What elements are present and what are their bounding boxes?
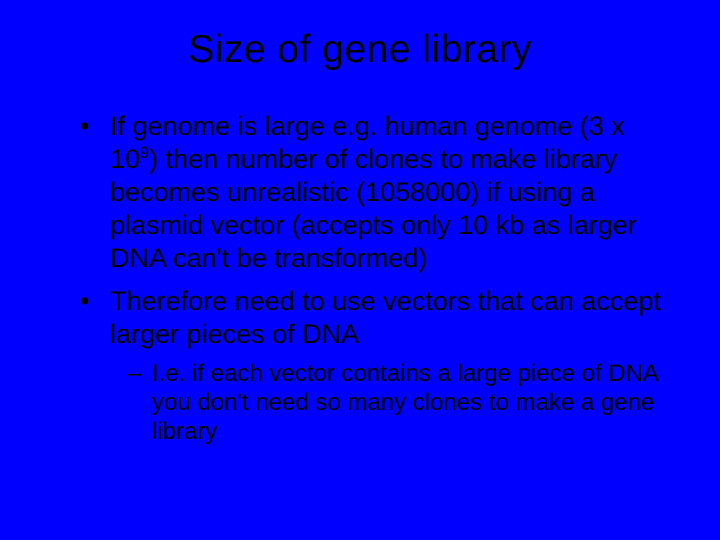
bullet-item: If genome is large e.g. human genome (3 … [80,110,670,275]
sub-bullet-text: I.e. if each vector contains a large pie… [152,360,658,446]
sub-bullet-item: I.e. if each vector contains a large pie… [128,359,670,447]
bullet-text: Therefore need to use vectors that can a… [110,286,661,349]
bullet-item: Therefore need to use vectors that can a… [80,285,670,447]
sub-bullet-list: I.e. if each vector contains a large pie… [110,359,670,447]
bullet-text: If genome is large e.g. human genome (3 … [110,111,637,273]
bullet-list: If genome is large e.g. human genome (3 … [50,110,670,446]
slide-title: Size of gene library [50,28,670,72]
